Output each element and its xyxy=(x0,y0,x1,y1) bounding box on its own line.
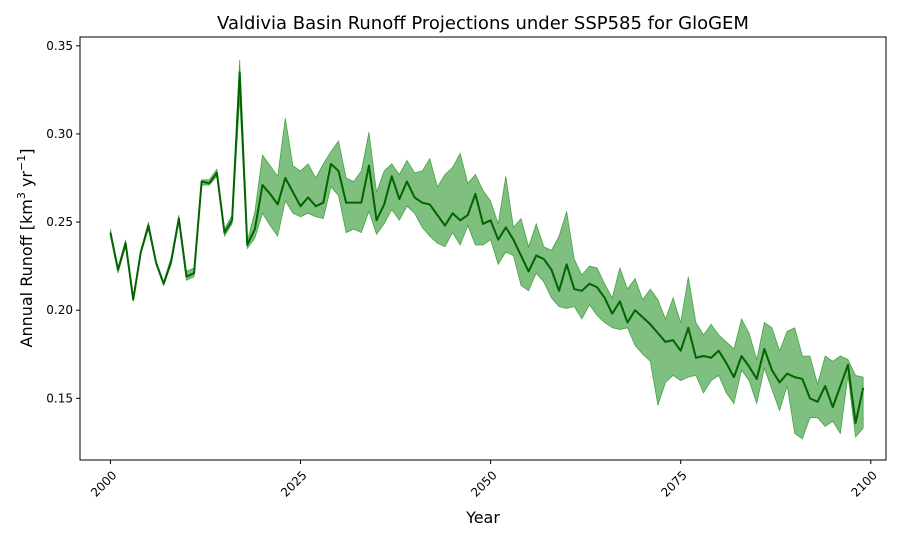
chart-title: Valdivia Basin Runoff Projections under … xyxy=(217,13,749,34)
x-axis: 2000 2025 2050 2075 2100 xyxy=(88,460,880,500)
y-axis: 0.15 0.20 0.25 0.30 0.35 xyxy=(46,39,80,405)
x-tick-label: 2050 xyxy=(468,468,499,499)
x-tick-label: 2025 xyxy=(278,468,309,499)
x-tick-label: 2075 xyxy=(658,468,689,499)
runoff-range-band xyxy=(110,59,864,440)
y-tick-label: 0.35 xyxy=(46,39,73,53)
y-axis-title-main: Annual Runoff [km xyxy=(17,199,36,347)
y-tick-label: 0.15 xyxy=(46,391,73,405)
y-tick-label: 0.25 xyxy=(46,215,73,229)
y-axis-title-end: ] xyxy=(17,149,36,155)
runoff-mean-line xyxy=(109,71,865,424)
plot-frame xyxy=(79,36,887,461)
y-axis-title: Annual Runoff [km3 yr−1] xyxy=(15,149,36,348)
y-axis-title-sup-km: 3 xyxy=(15,192,28,199)
x-tick-label: 2000 xyxy=(88,468,119,499)
plot-marks xyxy=(109,59,865,440)
x-tick-label: 2100 xyxy=(848,468,879,499)
y-axis-title-sup-yr: −1 xyxy=(15,155,28,171)
y-axis-title-mid: yr xyxy=(17,171,36,193)
x-axis-title: Year xyxy=(465,508,500,527)
y-tick-label: 0.20 xyxy=(46,303,73,317)
y-tick-label: 0.30 xyxy=(46,127,73,141)
